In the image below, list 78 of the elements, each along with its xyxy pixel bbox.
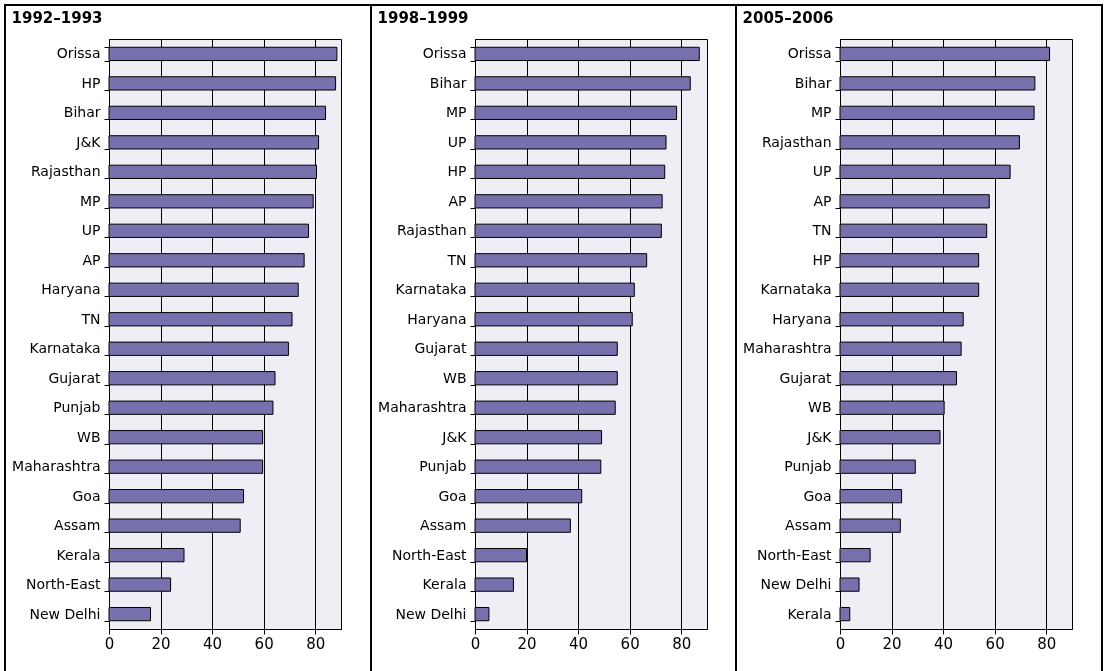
y-tick-label: MP bbox=[79, 192, 101, 209]
y-tick-label: Punjab bbox=[418, 458, 467, 475]
x-tick-label: 80 bbox=[671, 634, 691, 653]
chart-title: 1998–1999 bbox=[377, 9, 469, 27]
y-tick-label: Goa bbox=[803, 487, 832, 504]
chart-title: 1992–1993 bbox=[11, 9, 103, 27]
y-tick-label: HP bbox=[447, 163, 467, 180]
y-tick-label: North-East bbox=[757, 546, 833, 563]
y-tick-label: UP bbox=[447, 133, 467, 150]
y-tick-label: J&K bbox=[75, 133, 102, 150]
y-tick-label: WB bbox=[808, 399, 832, 416]
y-tick-label: TN bbox=[80, 310, 101, 327]
y-tick-label: New Delhi bbox=[760, 576, 832, 593]
y-tick-label: Bihar bbox=[63, 104, 101, 121]
y-tick-label: Rajasthan bbox=[396, 222, 467, 239]
x-tick-label: 0 bbox=[104, 634, 115, 653]
y-tick-label: North-East bbox=[391, 546, 467, 563]
x-tick-label: 0 bbox=[470, 634, 480, 653]
y-tick-label: HP bbox=[812, 251, 832, 268]
x-tick-label: 40 bbox=[203, 634, 223, 653]
y-tick-label: AP bbox=[82, 251, 101, 268]
y-tick-label: Kerala bbox=[422, 576, 467, 593]
y-tick-label: Orissa bbox=[788, 45, 832, 62]
y-tick-label: MP bbox=[811, 104, 832, 121]
y-tick-label: North-East bbox=[26, 576, 101, 593]
y-tick-label: Bihar bbox=[795, 74, 833, 91]
y-tick-label: Punjab bbox=[53, 399, 101, 416]
y-tick-label: WB bbox=[442, 369, 467, 386]
y-tick-label: Kerala bbox=[56, 546, 101, 563]
y-tick-label: Assam bbox=[54, 517, 101, 534]
y-tick-label: Karnataka bbox=[29, 340, 101, 357]
x-tick-label: 60 bbox=[254, 634, 274, 653]
y-tick-label: MP bbox=[445, 104, 467, 121]
x-tick-label: 40 bbox=[568, 634, 588, 653]
y-tick-label: UP bbox=[81, 222, 101, 239]
y-tick-label: Gujarat bbox=[48, 369, 102, 386]
x-tick-label: 0 bbox=[836, 634, 846, 653]
y-tick-label: Haryana bbox=[406, 310, 467, 327]
y-tick-label: Assam bbox=[785, 517, 832, 534]
x-tick-label: 80 bbox=[1037, 634, 1057, 653]
y-tick-label: Karnataka bbox=[760, 281, 832, 298]
y-tick-label: AP bbox=[813, 192, 832, 209]
x-tick-label: 20 bbox=[882, 634, 902, 653]
y-tick-label: TN bbox=[446, 251, 467, 268]
x-tick-label: 20 bbox=[151, 634, 171, 653]
y-tick-label: J&K bbox=[806, 428, 833, 445]
y-tick-label: Bihar bbox=[429, 74, 467, 91]
y-tick-label: J&K bbox=[440, 428, 467, 445]
y-tick-label: HP bbox=[81, 74, 101, 91]
y-tick-label: Haryana bbox=[41, 281, 101, 298]
y-tick-label: Haryana bbox=[772, 310, 832, 327]
x-tick-label: 80 bbox=[306, 634, 326, 653]
y-tick-label: Goa bbox=[72, 487, 101, 504]
y-tick-label: Orissa bbox=[56, 45, 101, 62]
y-tick-label: TN bbox=[811, 222, 832, 239]
y-tick-label: Karnataka bbox=[395, 281, 467, 298]
y-tick-label: Gujarat bbox=[414, 340, 467, 357]
y-tick-label: Punjab bbox=[784, 458, 832, 475]
x-tick-label: 60 bbox=[985, 634, 1006, 653]
y-tick-label: WB bbox=[77, 428, 101, 445]
y-tick-label: Gujarat bbox=[779, 369, 833, 386]
y-tick-label: Maharashtra bbox=[377, 399, 467, 416]
y-tick-label: Kerala bbox=[787, 605, 832, 622]
y-tick-label: Orissa bbox=[422, 45, 467, 62]
y-tick-label: New Delhi bbox=[395, 605, 467, 622]
y-tick-label: Rajasthan bbox=[30, 163, 101, 180]
y-tick-label: New Delhi bbox=[29, 605, 101, 622]
y-tick-label: Goa bbox=[438, 487, 467, 504]
y-tick-label: AP bbox=[448, 192, 467, 209]
y-tick-label: UP bbox=[813, 163, 832, 180]
y-tick-label: Maharashtra bbox=[12, 458, 101, 475]
chart-title: 2005–2006 bbox=[742, 9, 834, 27]
x-tick-label: 40 bbox=[934, 634, 954, 653]
x-tick-label: 60 bbox=[620, 634, 640, 653]
y-tick-label: Maharashtra bbox=[743, 340, 832, 357]
y-tick-label: Rajasthan bbox=[762, 133, 832, 150]
x-tick-label: 20 bbox=[517, 634, 537, 653]
y-tick-label: Assam bbox=[419, 517, 467, 534]
